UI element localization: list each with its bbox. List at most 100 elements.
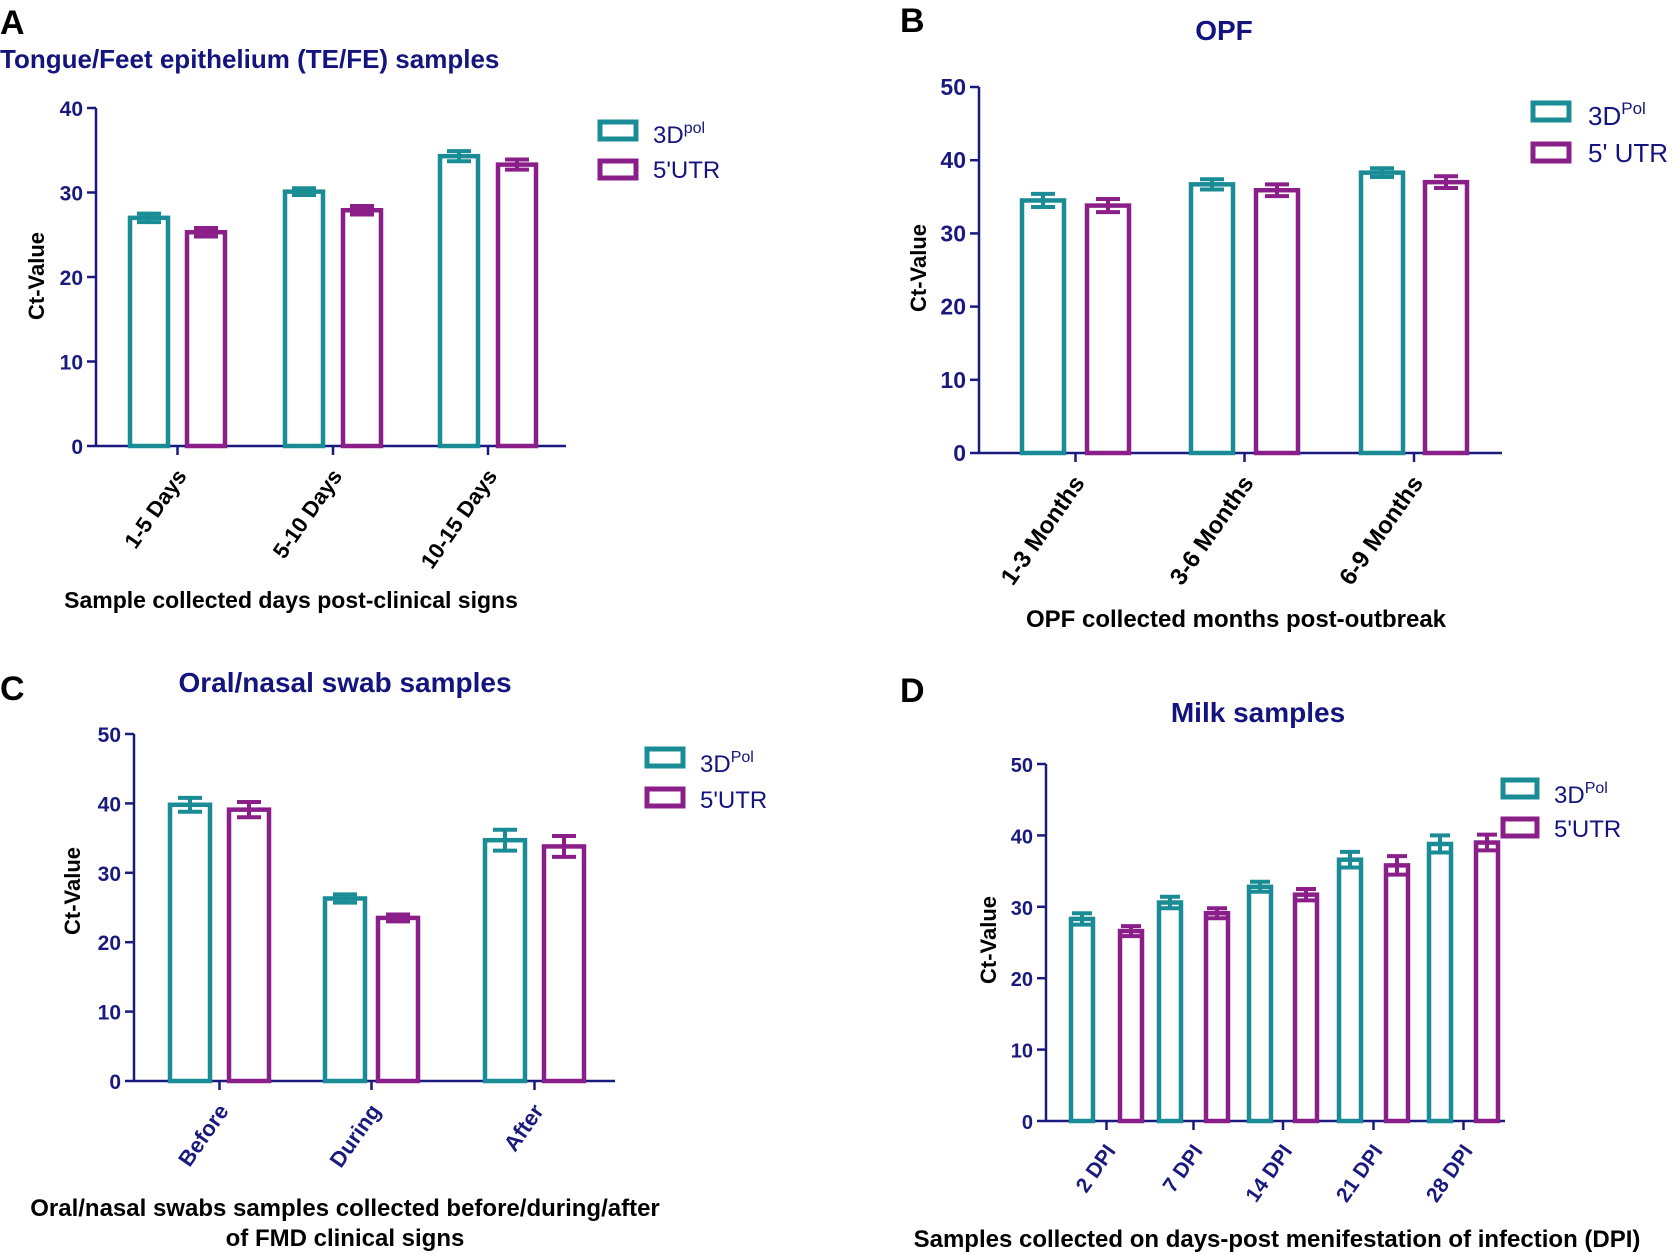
- chart-c-y-tick-label: 40: [98, 793, 121, 816]
- chart-c-xlabel: Oral/nasal swabs samples collected befor…: [30, 1195, 660, 1222]
- chart-d-x-tick-label: 7 DPI: [1159, 1141, 1208, 1197]
- chart-c-title: Oral/nasal swab samples: [178, 667, 511, 698]
- legend-b-swatch-1: [1530, 100, 1572, 123]
- bar-d-s2-c2: [1203, 910, 1231, 1124]
- chart-d-ylabel: Ct-Value: [976, 896, 1001, 984]
- chart-c-plot: 0 10 20 30 40 50 Before During After: [98, 724, 615, 1172]
- panel-letter-a: A: [0, 4, 25, 42]
- legend-a-label-1: 3Dpol: [653, 120, 705, 149]
- bar-c-s1-c3: [482, 837, 528, 1084]
- chart-a-x-tick-label: 5-10 Days: [268, 465, 347, 564]
- panel-letter-b: B: [900, 2, 925, 40]
- bar-d-s1-c2: [1156, 900, 1184, 1124]
- chart-d-y-tick-label: 50: [1011, 755, 1033, 777]
- chart-c-ylabel: Ct-Value: [60, 847, 85, 935]
- legend-c-label-1: 3DPol: [700, 749, 754, 778]
- panel-letter-c: C: [0, 670, 25, 708]
- chart-d-xlabel: Samples collected on days-post menifesta…: [914, 1226, 1641, 1253]
- bar-d-s1-c1: [1068, 916, 1096, 1124]
- chart-b-x-tick-label: 3-6 Months: [1165, 471, 1260, 590]
- chart-c-x-tick-label: After: [499, 1099, 549, 1156]
- legend-b-swatch-2: [1530, 141, 1572, 164]
- chart-c-y-tick-label: 10: [98, 1002, 121, 1025]
- bar-b-s1-c3: [1358, 170, 1406, 456]
- chart-a-legend: 3Dpol 5'UTR: [597, 119, 720, 184]
- chart-a-y-tick-label: 0: [71, 436, 83, 459]
- bar-a-s2-c1: [184, 229, 228, 449]
- chart-b-y-tick-label: 30: [940, 220, 966, 246]
- chart-a-ylabel: Ct-Value: [24, 232, 49, 320]
- chart-a-title: Tongue/Feet epithelium (TE/FE) samples: [0, 44, 499, 74]
- chart-a-plot: 0 10 20 30 40 1-5 Days 5-10 Days 10-15 Days: [60, 98, 566, 573]
- chart-c-x-tick-label: Before: [173, 1100, 233, 1171]
- chart-d-title: Milk samples: [1171, 697, 1345, 728]
- legend-c-swatch-1: [644, 746, 686, 769]
- bar-d-s1-c4: [1336, 857, 1364, 1124]
- bar-c-s2-c3: [541, 844, 587, 1084]
- bar-b-s2-c3: [1422, 179, 1470, 456]
- chart-d-y-tick-label: 20: [1011, 969, 1033, 991]
- chart-b-title: OPF: [1195, 15, 1253, 46]
- chart-d-y-tick-label: 10: [1011, 1041, 1033, 1063]
- legend-d-swatch-2: [1500, 816, 1540, 839]
- bar-d-s1-c3: [1246, 884, 1274, 1124]
- chart-c-y-tick-label: 50: [98, 724, 121, 747]
- bar-a-s2-c3: [495, 162, 539, 449]
- legend-d-swatch-1: [1500, 777, 1540, 800]
- chart-a-y-tick-label: 10: [60, 352, 83, 375]
- chart-a-x-tick-label: 1-5 Days: [119, 465, 191, 553]
- chart-b-y-tick-label: 50: [940, 74, 966, 100]
- bar-b-s1-c2: [1188, 182, 1236, 456]
- bar-b-s2-c2: [1253, 187, 1301, 456]
- chart-d-x-tick-label: 2 DPI: [1072, 1141, 1121, 1197]
- chart-d-y-tick-label: 0: [1022, 1112, 1033, 1134]
- legend-a-swatch-2: [597, 158, 639, 181]
- chart-d-legend: 3DPol 5'UTR: [1500, 777, 1621, 843]
- bar-c-s1-c1: [167, 802, 213, 1084]
- legend-c-swatch-2: [644, 786, 686, 809]
- chart-d-y-tick-label: 40: [1011, 826, 1033, 848]
- chart-a-y-tick-label: 40: [60, 98, 83, 121]
- chart-d-x-tick-label: 28 DPI: [1422, 1141, 1478, 1207]
- chart-d-x-tick-label: 21 DPI: [1332, 1141, 1388, 1207]
- chart-c-y-tick-label: 0: [109, 1071, 121, 1094]
- bar-d-s2-c5: [1473, 840, 1501, 1124]
- legend-d-label-1: 3DPol: [1554, 780, 1608, 809]
- chart-b-y-tick-label: 40: [940, 147, 966, 173]
- bar-a-s1-c2: [282, 189, 326, 449]
- chart-b-ylabel: Ct-Value: [906, 224, 931, 312]
- chart-b-y-tick-label: 0: [953, 440, 966, 466]
- chart-a-y-tick-label: 20: [60, 267, 83, 290]
- legend-c-label-2: 5'UTR: [700, 787, 767, 814]
- legend-d-label-2: 5'UTR: [1554, 816, 1621, 843]
- chart-a-xlabel: Sample collected days post-clinical sign…: [64, 587, 518, 613]
- chart-b-x-tick-label: 1-3 Months: [996, 471, 1091, 590]
- chart-b-x-tick-label: 6-9 Months: [1334, 471, 1429, 590]
- legend-a-swatch-1: [597, 119, 639, 142]
- bar-b-s1-c1: [1019, 198, 1067, 456]
- legend-b-label-2: 5' UTR: [1588, 138, 1668, 168]
- chart-a-x-tick-label: 10-15 Days: [416, 465, 502, 574]
- bar-a-s1-c3: [437, 153, 481, 449]
- legend-a-label-2: 5'UTR: [653, 157, 720, 184]
- bar-c-s1-c2: [322, 896, 368, 1084]
- chart-d-plot: 0 10 20 30 40 50 2 DPI 7 DPI 14 DPI 21 DPI 28 DPI: [1011, 755, 1505, 1206]
- chart-c-x-tick-label: During: [324, 1100, 385, 1172]
- bar-a-s1-c1: [127, 215, 171, 449]
- bar-c-s2-c2: [375, 915, 421, 1084]
- bar-d-s2-c3: [1292, 892, 1320, 1124]
- chart-a-y-tick-label: 30: [60, 183, 83, 206]
- panel-letter-d: D: [900, 672, 925, 710]
- chart-b-y-tick-label: 20: [940, 294, 966, 320]
- chart-b-plot: 0 10 20 30 40 50 1-3 Months 3-6 Months 6-9 Month…: [940, 74, 1502, 590]
- chart-c-xlabel-line2: of FMD clinical signs: [226, 1225, 465, 1252]
- bar-d-s1-c5: [1426, 841, 1454, 1124]
- bar-c-s2-c1: [226, 807, 272, 1084]
- bar-d-s2-c4: [1383, 863, 1411, 1124]
- bar-a-s2-c2: [340, 207, 384, 449]
- chart-d-y-tick-label: 30: [1011, 898, 1033, 920]
- legend-b-label-1: 3DPol: [1588, 99, 1646, 131]
- bar-b-s2-c1: [1084, 203, 1132, 456]
- bar-d-s2-c1: [1117, 928, 1145, 1124]
